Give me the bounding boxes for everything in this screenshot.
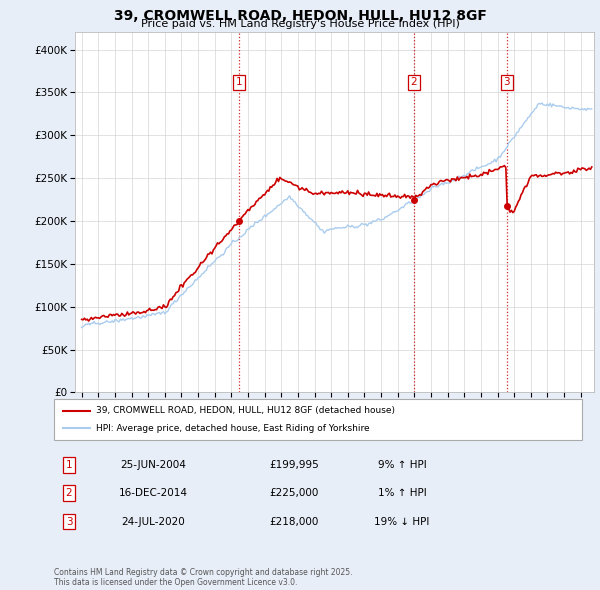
Text: 1: 1	[236, 77, 242, 87]
Text: 25-JUN-2004: 25-JUN-2004	[120, 460, 186, 470]
Text: 3: 3	[503, 77, 510, 87]
Text: 2: 2	[410, 77, 417, 87]
Text: 3: 3	[65, 517, 73, 526]
Text: £199,995: £199,995	[269, 460, 319, 470]
Text: £225,000: £225,000	[269, 489, 319, 498]
Text: £218,000: £218,000	[269, 517, 319, 526]
Text: 24-JUL-2020: 24-JUL-2020	[121, 517, 185, 526]
Text: 1% ↑ HPI: 1% ↑ HPI	[377, 489, 427, 498]
Text: 2: 2	[65, 489, 73, 498]
Text: 9% ↑ HPI: 9% ↑ HPI	[377, 460, 427, 470]
Text: Contains HM Land Registry data © Crown copyright and database right 2025.
This d: Contains HM Land Registry data © Crown c…	[54, 568, 353, 587]
Text: 1: 1	[65, 460, 73, 470]
Text: HPI: Average price, detached house, East Riding of Yorkshire: HPI: Average price, detached house, East…	[96, 424, 370, 433]
Text: 39, CROMWELL ROAD, HEDON, HULL, HU12 8GF (detached house): 39, CROMWELL ROAD, HEDON, HULL, HU12 8GF…	[96, 406, 395, 415]
Text: 19% ↓ HPI: 19% ↓ HPI	[374, 517, 430, 526]
Text: Price paid vs. HM Land Registry's House Price Index (HPI): Price paid vs. HM Land Registry's House …	[140, 19, 460, 30]
Text: 16-DEC-2014: 16-DEC-2014	[119, 489, 187, 498]
Text: 39, CROMWELL ROAD, HEDON, HULL, HU12 8GF: 39, CROMWELL ROAD, HEDON, HULL, HU12 8GF	[113, 9, 487, 23]
